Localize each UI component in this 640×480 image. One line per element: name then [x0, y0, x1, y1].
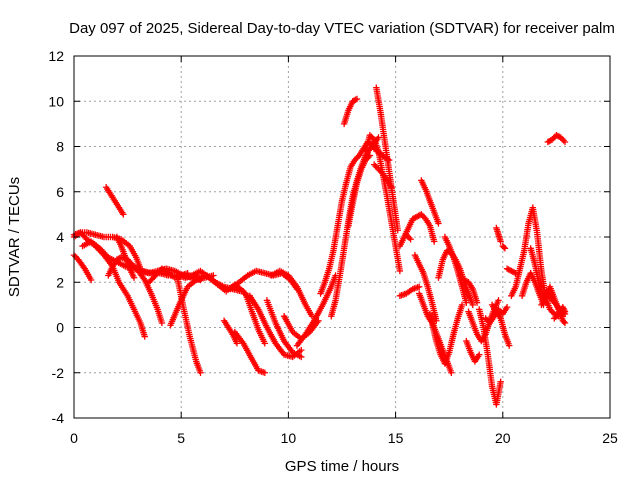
y-tick-label: 6: [56, 184, 64, 200]
x-tick-label: 0: [70, 430, 78, 446]
data-point: [503, 303, 511, 311]
y-tick-label: 10: [48, 93, 64, 109]
data-point: [298, 353, 305, 361]
data-point: [430, 238, 438, 245]
y-axis-label: SDTVAR / TECUs: [6, 177, 23, 297]
data-point: [394, 227, 401, 234]
data-point: [353, 95, 361, 103]
data-point: [238, 288, 245, 295]
data-point: [495, 297, 502, 304]
x-tick-label: 10: [281, 430, 297, 446]
y-tick-label: 2: [56, 274, 64, 290]
series-arc-46: [499, 242, 509, 252]
data-point: [261, 369, 269, 376]
data-point: [469, 301, 476, 309]
series-arc-29: [370, 161, 395, 191]
data-point: [407, 236, 414, 243]
series-arc-33: [411, 251, 440, 324]
series-arc-27: [362, 131, 404, 275]
series-arc-5: [102, 184, 127, 218]
series-arc-22: [293, 272, 339, 349]
data-point: [476, 351, 483, 358]
y-tick-label: 4: [56, 229, 64, 245]
data-point: [435, 220, 442, 227]
data-point: [130, 274, 138, 281]
data-point: [375, 134, 382, 141]
series-arc-25: [345, 152, 374, 229]
data-point: [415, 283, 423, 290]
y-tick-label: 12: [48, 48, 64, 64]
y-tick-label: 8: [56, 139, 64, 155]
data-point: [298, 346, 305, 354]
series-arc-48: [508, 204, 567, 320]
data-point: [506, 342, 513, 349]
data-point: [184, 270, 191, 277]
grid: [74, 56, 610, 418]
series-arc-35: [415, 290, 466, 367]
series-arc-44: [488, 301, 513, 349]
data-point: [158, 319, 166, 327]
data-point: [87, 276, 95, 284]
series-arc-31: [396, 211, 438, 250]
series-arc-30: [396, 283, 423, 300]
series-arc-50: [527, 245, 569, 318]
data-point: [500, 243, 508, 251]
data-point: [233, 340, 241, 347]
x-tick-label: 15: [388, 430, 404, 446]
data-point: [141, 333, 148, 340]
y-tick-label: -2: [52, 365, 65, 381]
series-arc-37: [435, 247, 476, 309]
data-point: [561, 138, 569, 146]
series-arc-26: [340, 95, 361, 128]
data-point: [433, 317, 440, 324]
series-arc-34: [418, 177, 442, 227]
data-point: [463, 299, 470, 306]
series-arc-20: [268, 267, 316, 320]
data-point: [197, 369, 204, 376]
data-point: [473, 299, 481, 306]
series-arc-38: [441, 233, 470, 306]
series-arc-45: [493, 224, 504, 245]
y-tick-label: 0: [56, 320, 64, 336]
axis-ticks: 0 5 10 15 20 25 -4 -2 0 2 4 6 8 10 12: [48, 48, 618, 446]
series-arc-53: [551, 303, 569, 322]
x-axis-label: GPS time / hours: [285, 458, 399, 475]
data-point: [501, 245, 509, 252]
series-arc-13: [203, 272, 245, 295]
series-arc-19: [263, 297, 305, 361]
series-arc-7: [113, 233, 138, 281]
data-point: [497, 378, 504, 385]
data-point: [458, 301, 466, 309]
data-point: [366, 152, 374, 159]
series-arc-39: [456, 272, 481, 306]
x-tick-label: 25: [602, 430, 618, 446]
x-tick-label: 20: [495, 430, 511, 446]
y-tick-label: -4: [52, 410, 65, 426]
data-point: [120, 211, 127, 218]
series-arc-52: [544, 131, 569, 146]
data-point: [396, 267, 404, 275]
data-point: [561, 308, 569, 315]
series-arc-36: [426, 310, 455, 376]
series-arc-41: [463, 337, 483, 365]
series-arc-42: [476, 306, 504, 408]
data-point: [261, 340, 269, 347]
x-tick-label: 5: [177, 430, 185, 446]
data-point: [561, 319, 569, 327]
data-point: [448, 369, 455, 376]
data-point: [560, 318, 568, 326]
series-arc-16: [231, 328, 269, 376]
series-arc-3: [70, 251, 95, 284]
series-arc-17: [242, 290, 269, 347]
data-point: [388, 184, 395, 191]
series-arc-32: [403, 231, 414, 243]
data-point: [416, 211, 424, 219]
data-point: [497, 238, 504, 245]
series-arc-8: [135, 267, 166, 327]
data-point: [352, 96, 359, 103]
data-series: [70, 84, 569, 408]
chart-title: Day 097 of 2025, Sidereal Day-to-day VTE…: [69, 20, 615, 37]
